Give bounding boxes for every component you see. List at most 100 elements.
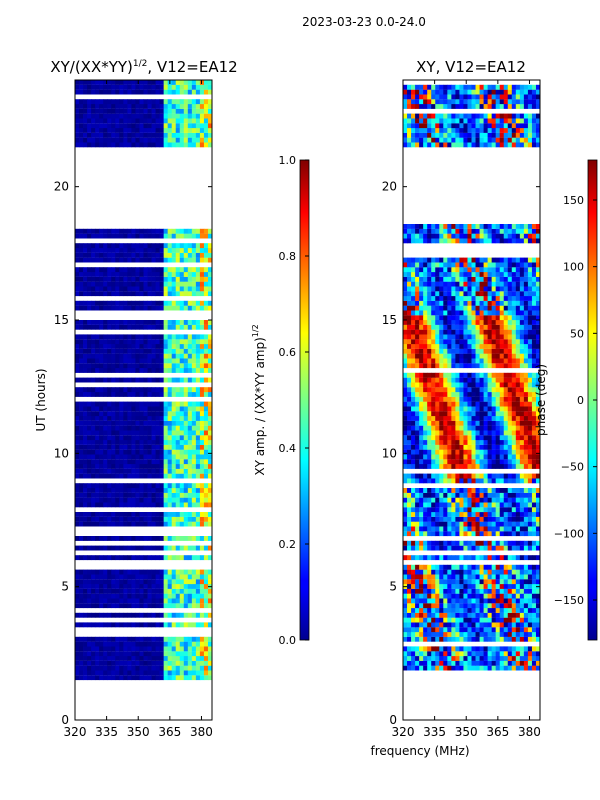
- heatmap-cell: [175, 622, 181, 628]
- heatmap-cell: [95, 142, 100, 148]
- heatmap-cell: [75, 128, 80, 133]
- colorbar-tick-label: 1.0: [279, 154, 297, 167]
- heatmap-cell: [91, 272, 96, 277]
- heatmap-cell: [403, 526, 408, 532]
- heatmap-cell: [459, 627, 464, 633]
- heatmap-cell: [519, 545, 525, 551]
- heatmap-cell: [91, 665, 96, 671]
- heatmap-cell: [499, 636, 505, 642]
- heatmap-cell: [535, 588, 540, 594]
- heatmap-cell: [127, 435, 132, 441]
- heatmap-cell: [131, 492, 136, 498]
- heatmap-cell: [491, 449, 497, 455]
- heatmap-cell: [147, 497, 152, 503]
- heatmap-cell: [123, 363, 128, 369]
- heatmap-cell: [511, 512, 517, 517]
- heatmap-cell: [119, 272, 124, 277]
- heatmap-cell: [131, 425, 136, 431]
- heatmap-cell: [183, 579, 189, 585]
- heatmap-cell: [435, 521, 440, 527]
- heatmap-cell: [455, 665, 460, 671]
- heatmap-cell: [507, 608, 513, 613]
- heatmap-cell: [151, 411, 156, 417]
- heatmap-cell: [451, 564, 456, 570]
- heatmap-cell: [483, 521, 489, 527]
- heatmap-cell: [535, 617, 540, 623]
- heatmap-cell: [107, 416, 112, 421]
- heatmap-cell: [463, 526, 468, 532]
- heatmap-cell: [487, 372, 493, 378]
- heatmap-cell: [531, 444, 537, 450]
- heatmap-cell: [503, 358, 509, 364]
- heatmap-cell: [143, 483, 148, 489]
- heatmap-cell: [115, 123, 120, 129]
- heatmap-cell: [143, 291, 148, 297]
- heatmap-cell: [139, 377, 144, 383]
- heatmap-cell: [147, 512, 152, 517]
- heatmap-cell: [443, 665, 448, 671]
- heatmap-cell: [407, 396, 412, 402]
- heatmap-cell: [171, 430, 177, 436]
- heatmap-cell: [139, 272, 144, 277]
- heatmap-cell: [171, 492, 177, 498]
- heatmap-cell: [447, 516, 452, 522]
- heatmap-cell: [411, 502, 416, 508]
- heatmap-cell: [127, 401, 132, 407]
- heatmap-cell: [135, 401, 140, 407]
- heatmap-cell: [75, 392, 80, 397]
- heatmap-cell: [147, 257, 152, 263]
- heatmap-cell: [459, 449, 464, 455]
- heatmap-cell: [99, 257, 104, 263]
- heatmap-cell: [103, 252, 108, 258]
- heatmap-cell: [175, 660, 181, 666]
- heatmap-cell: [459, 464, 464, 469]
- heatmap-cell: [163, 233, 169, 239]
- heatmap-cell: [423, 396, 428, 402]
- heatmap-cell: [171, 291, 177, 297]
- heatmap-cell: [151, 334, 156, 340]
- heatmap-cell: [147, 574, 152, 580]
- heatmap-cell: [119, 363, 124, 369]
- heatmap-cell: [527, 521, 533, 527]
- heatmap-cell: [179, 267, 185, 273]
- heatmap-cell: [139, 598, 144, 604]
- heatmap-cell: [127, 257, 132, 263]
- heatmap-cell: [423, 406, 428, 412]
- heatmap-cell: [203, 108, 209, 114]
- heatmap-cell: [503, 617, 509, 623]
- heatmap-cell: [423, 584, 428, 589]
- heatmap-cell: [527, 420, 533, 426]
- heatmap-cell: [123, 656, 128, 661]
- heatmap-cell: [491, 555, 497, 561]
- heatmap-cell: [147, 492, 152, 498]
- heatmap-cell: [479, 540, 484, 546]
- heatmap-cell: [79, 670, 84, 676]
- heatmap-cell: [99, 555, 104, 561]
- heatmap-cell: [203, 281, 209, 287]
- heatmap-cell: [79, 516, 84, 522]
- heatmap-cell: [487, 416, 493, 421]
- heatmap-cell: [123, 545, 128, 551]
- heatmap-cell: [459, 406, 464, 412]
- heatmap-cell: [135, 243, 140, 249]
- heatmap-cell: [83, 449, 88, 455]
- heatmap-cell: [187, 228, 193, 234]
- heatmap-cell: [467, 531, 472, 537]
- heatmap-cell: [103, 113, 108, 119]
- heatmap-cell: [423, 588, 428, 594]
- heatmap-cell: [183, 636, 189, 642]
- heatmap-cell: [507, 430, 513, 436]
- heatmap-cell: [107, 401, 112, 407]
- heatmap-cell: [131, 622, 136, 628]
- heatmap-cell: [135, 123, 140, 129]
- heatmap-cell: [503, 444, 509, 450]
- heatmap-cell: [531, 555, 537, 561]
- heatmap-cell: [491, 617, 497, 623]
- heatmap-cell: [411, 584, 416, 589]
- heatmap-cell: [75, 497, 80, 503]
- heatmap-cell: [427, 464, 432, 469]
- heatmap-cell: [87, 536, 92, 541]
- heatmap-cell: [99, 84, 104, 90]
- heatmap-cell: [439, 516, 444, 522]
- heatmap-cell: [439, 363, 444, 369]
